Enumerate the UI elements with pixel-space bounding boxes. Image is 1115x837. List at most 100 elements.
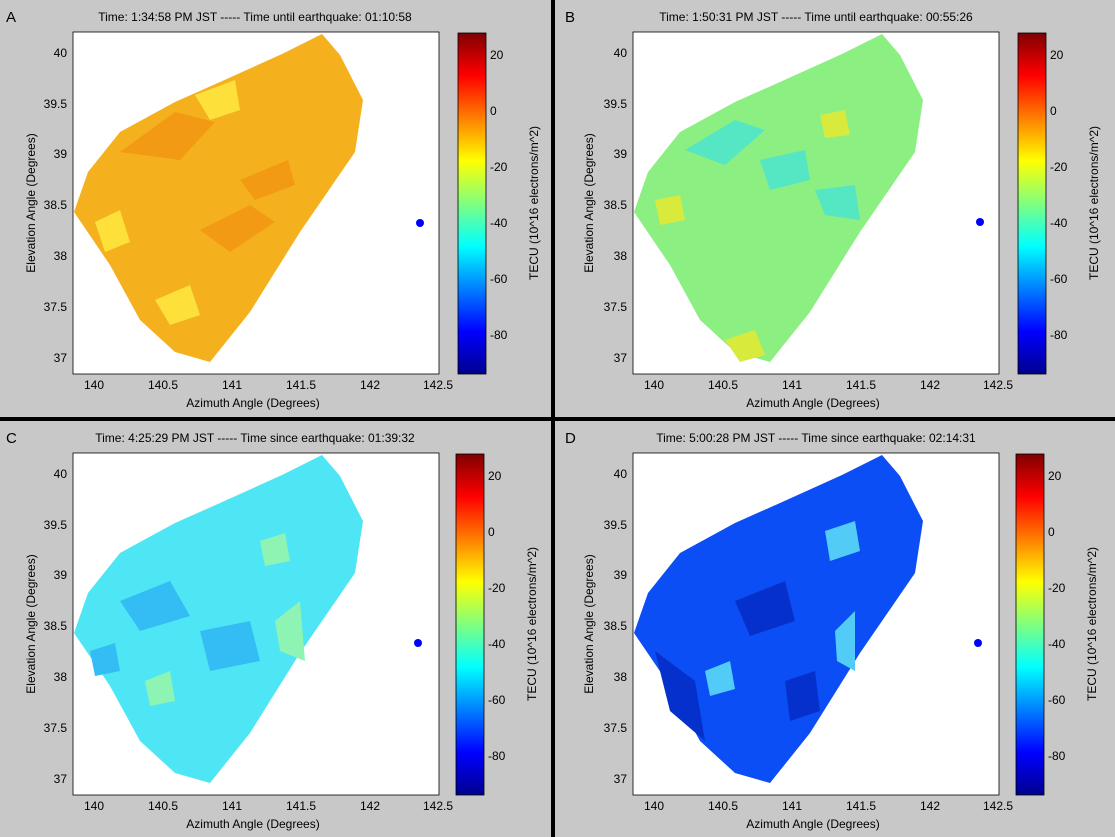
region-patch (735, 581, 795, 636)
colorbar-tick-label: -60 (490, 272, 508, 286)
colorbar-tick-label: -40 (488, 637, 506, 651)
x-tick-label: 140 (84, 378, 104, 392)
region-patch (685, 120, 765, 165)
region-fill (74, 455, 363, 783)
region-patch (240, 160, 295, 200)
colorbar-tick-label: 20 (1048, 469, 1062, 483)
x-tick-label: 140 (644, 378, 664, 392)
y-tick-label: 38 (54, 249, 68, 263)
region-patch (120, 581, 190, 631)
region-patch (725, 330, 765, 362)
x-tick-label: 142 (360, 799, 380, 813)
x-tick-label: 141 (222, 378, 242, 392)
chart-c: C Time: 4:25:29 PM JST ----- Time since … (6, 430, 539, 831)
y-tick-labels: 37 37.5 38 38.5 39 39.5 40 (604, 46, 628, 365)
x-tick-label: 140 (84, 799, 104, 813)
panel-label: B (565, 9, 575, 26)
region-polygon (634, 34, 923, 362)
y-tick-label: 37.5 (604, 300, 628, 314)
x-tick-label: 141.5 (846, 799, 876, 813)
plot-frame (632, 31, 1000, 375)
region-polygon (74, 34, 363, 362)
colorbar-tick-label: 20 (488, 469, 502, 483)
region-patch (275, 601, 305, 661)
region-patch (815, 185, 860, 220)
region-patch (820, 110, 850, 138)
colorbar-tick-label: 0 (488, 525, 495, 539)
y-tick-label: 39 (54, 568, 68, 582)
colorbar-tick-labels: 20 0 -20 -40 -60 -80 (1048, 469, 1066, 763)
y-tick-label: 38.5 (604, 198, 628, 212)
y-tick-label: 38.5 (44, 198, 68, 212)
chart-title: Time: 1:34:58 PM JST ----- Time until ea… (98, 10, 412, 24)
colorbar-tick-label: -80 (1050, 328, 1068, 342)
region-patch (120, 112, 215, 160)
y-tick-label: 39.5 (44, 518, 68, 532)
x-axis-label: Azimuth Angle (Degrees) (186, 817, 319, 831)
colorbar-tick-label: 20 (1050, 48, 1064, 62)
x-tick-label: 141 (782, 799, 802, 813)
x-tick-labels: 140 140.5 141 141.5 142 142.5 (84, 799, 453, 813)
colorbar (1015, 453, 1045, 796)
x-tick-label: 142.5 (423, 799, 453, 813)
y-tick-label: 39.5 (44, 97, 68, 111)
region-patch (825, 521, 860, 561)
colorbar-tick-label: -80 (1048, 749, 1066, 763)
chart-title: Time: 4:25:29 PM JST ----- Time since ea… (95, 431, 415, 445)
colorbar (455, 453, 485, 796)
panel-d: D Time: 5:00:28 PM JST ----- Time since … (555, 421, 1115, 837)
colorbar (457, 32, 487, 375)
y-tick-labels: 37 37.5 38 38.5 39 39.5 40 (44, 467, 68, 786)
colorbar-label: TECU (10^16 electrons/m^2) (1087, 126, 1101, 280)
panel-c: C Time: 4:25:29 PM JST ----- Time since … (0, 421, 551, 837)
y-axis-label: Elevation Angle (Degrees) (582, 133, 596, 272)
chart-title: Time: 5:00:28 PM JST ----- Time since ea… (656, 431, 976, 445)
region-patch (705, 661, 735, 696)
colorbar-tick-label: 20 (490, 48, 504, 62)
region-patch (260, 533, 290, 566)
x-axis-label: Azimuth Angle (Degrees) (746, 396, 879, 410)
colorbar-label: TECU (10^16 electrons/m^2) (1085, 547, 1099, 701)
y-tick-label: 39.5 (604, 97, 628, 111)
chart-title: Time: 1:50:31 PM JST ----- Time until ea… (659, 10, 973, 24)
x-tick-labels: 140 140.5 141 141.5 142 142.5 (644, 378, 1013, 392)
colorbar-tick-label: -80 (488, 749, 506, 763)
x-tick-label: 140.5 (708, 378, 738, 392)
x-tick-label: 141.5 (846, 378, 876, 392)
y-axis-label: Elevation Angle (Degrees) (582, 554, 596, 693)
region-patch (90, 643, 120, 676)
colorbar-tick-labels: 20 0 -20 -40 -60 -80 (490, 48, 508, 342)
region-patch (760, 150, 810, 190)
y-tick-labels: 37 37.5 38 38.5 39 39.5 40 (44, 46, 68, 365)
colorbar-tick-label: -20 (488, 581, 506, 595)
x-tick-label: 142 (920, 378, 940, 392)
region-patch (655, 651, 705, 741)
y-tick-label: 39 (614, 147, 628, 161)
region-patch (155, 285, 200, 325)
colorbar-tick-label: -60 (1048, 693, 1066, 707)
x-tick-label: 141.5 (286, 799, 316, 813)
y-axis-label: Elevation Angle (Degrees) (24, 554, 38, 693)
x-tick-label: 141.5 (286, 378, 316, 392)
marker-point (416, 219, 424, 227)
y-axis-label: Elevation Angle (Degrees) (24, 133, 38, 272)
marker-point (414, 639, 422, 647)
x-tick-label: 142.5 (983, 799, 1013, 813)
x-tick-label: 142 (360, 378, 380, 392)
colorbar-tick-label: 0 (1050, 104, 1057, 118)
colorbar (1017, 32, 1047, 375)
colorbar-tick-label: -60 (1050, 272, 1068, 286)
colorbar-tick-label: -60 (488, 693, 506, 707)
y-tick-label: 38.5 (44, 619, 68, 633)
colorbar-tick-label: -40 (1048, 637, 1066, 651)
x-tick-label: 142.5 (983, 378, 1013, 392)
region-patch (835, 611, 855, 671)
chart-a: A Time: 1:34:58 PM JST ----- Time until … (6, 9, 541, 410)
panel-label: D (565, 430, 576, 447)
colorbar-tick-label: -20 (1048, 581, 1066, 595)
y-tick-label: 38 (614, 670, 628, 684)
region-polygon (74, 455, 363, 783)
marker-point (976, 218, 984, 226)
x-tick-labels: 140 140.5 141 141.5 142 142.5 (84, 378, 453, 392)
x-tick-labels: 140 140.5 141 141.5 142 142.5 (644, 799, 1013, 813)
